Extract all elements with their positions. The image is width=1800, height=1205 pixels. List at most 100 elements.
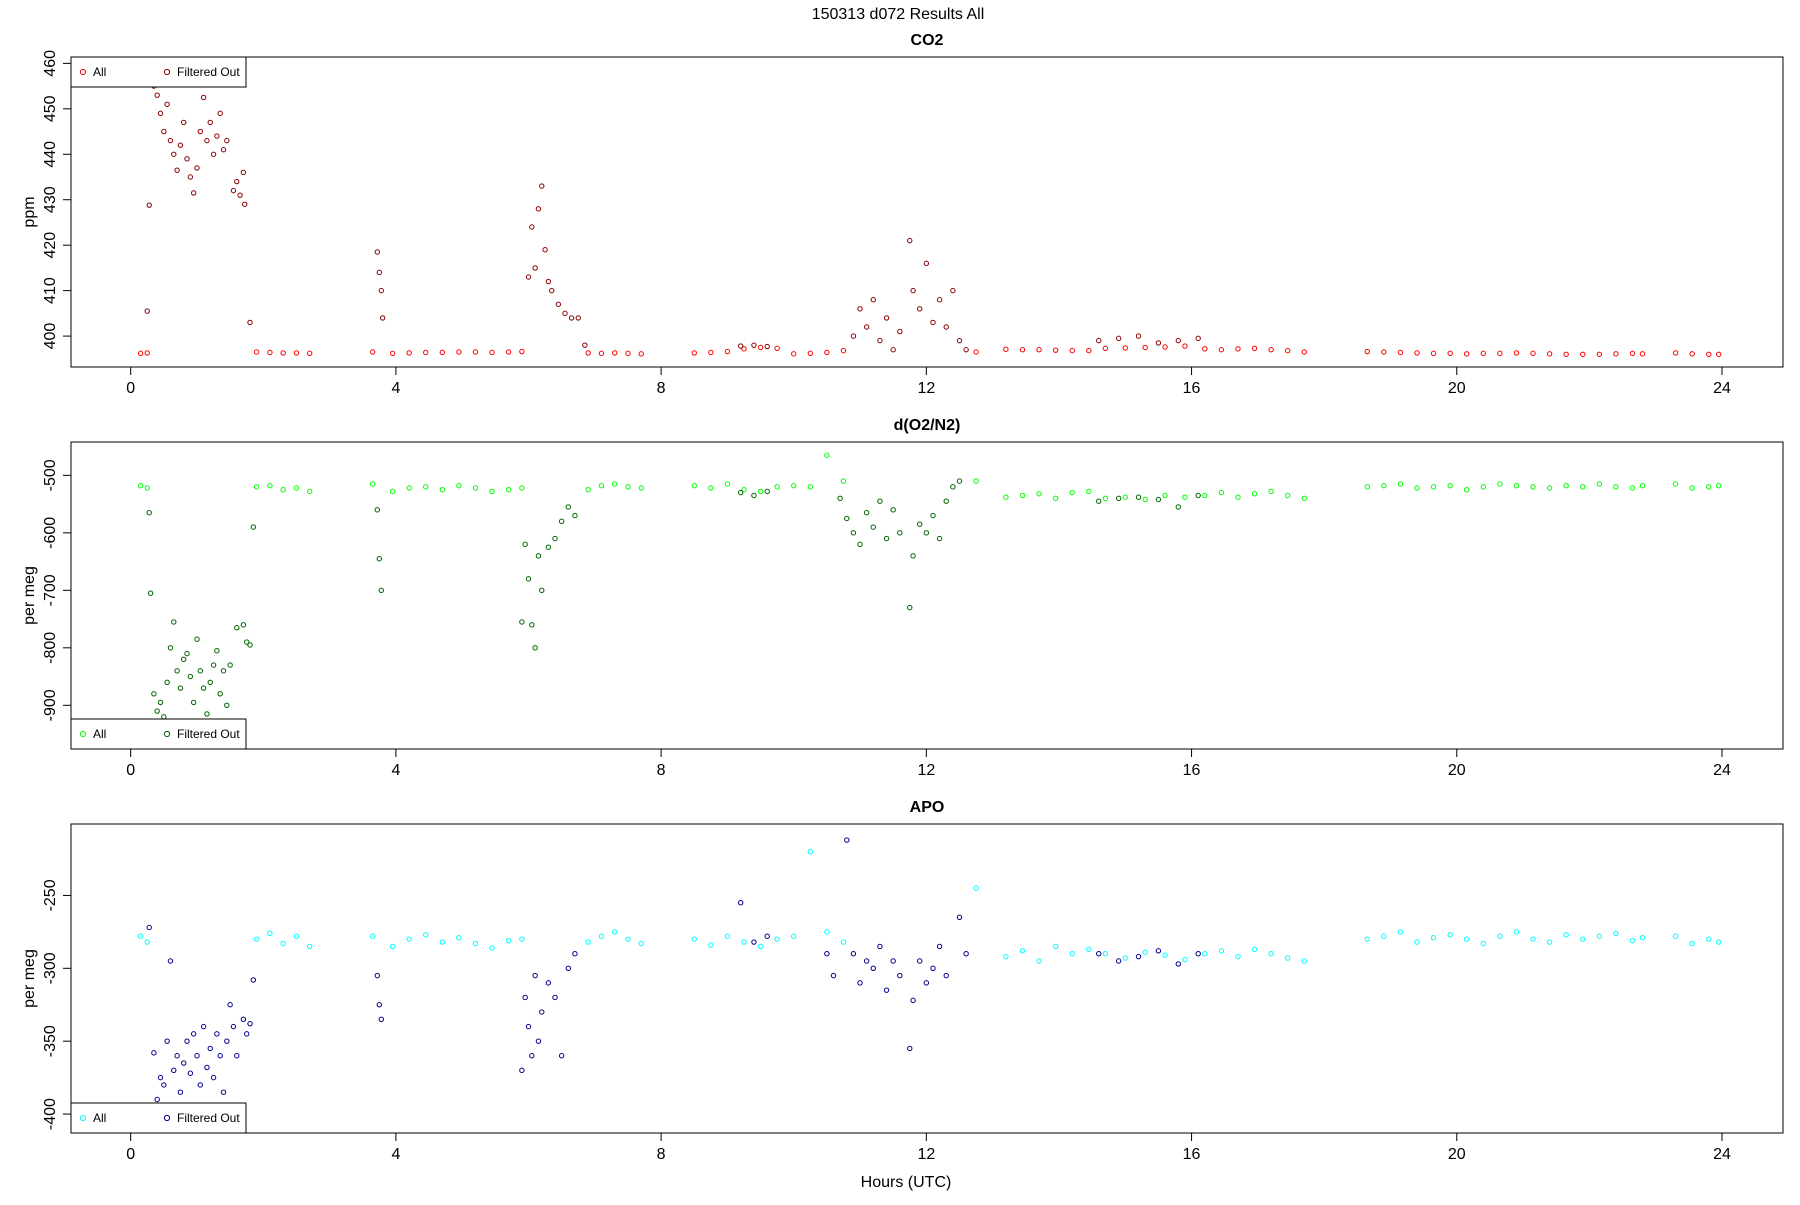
panel-title: d(O2/N2) [894, 417, 961, 434]
data-point [167, 958, 174, 964]
y-tick-label: 440 [42, 141, 59, 168]
data-point [204, 137, 210, 144]
data-point [207, 679, 213, 686]
data-point [1513, 350, 1520, 356]
data-point [519, 1067, 525, 1074]
data-point [389, 350, 396, 357]
x-tick-label: 16 [1183, 762, 1201, 779]
data-point [1135, 333, 1142, 339]
data-point [1689, 351, 1695, 357]
data-point [1301, 958, 1307, 964]
data-point [708, 942, 714, 948]
data-point [1639, 934, 1646, 941]
data-point [230, 187, 237, 194]
data-point [774, 345, 780, 352]
data-point [1175, 504, 1181, 510]
x-tick-label: 0 [126, 1146, 135, 1163]
data-point [187, 1070, 194, 1076]
data-point [917, 521, 923, 527]
data-point [1364, 936, 1370, 942]
data-point [1122, 955, 1128, 961]
data-point [250, 977, 257, 983]
data-point [214, 647, 220, 654]
data-point [691, 350, 697, 356]
data-point [190, 1031, 197, 1037]
data-point [217, 110, 223, 117]
x-tick-label: 24 [1713, 762, 1731, 779]
data-point [807, 848, 814, 855]
data-point [883, 315, 890, 321]
data-point [217, 691, 223, 697]
x-tick-label: 8 [657, 1146, 666, 1163]
data-point [1613, 930, 1619, 937]
data-point [1003, 953, 1009, 960]
data-point [936, 297, 943, 303]
data-point [224, 1038, 230, 1044]
data-point [764, 933, 770, 939]
legend-symbol [79, 730, 87, 738]
data-point [724, 481, 731, 487]
data-point [1613, 351, 1619, 357]
data-point [379, 315, 386, 321]
data-point [1235, 494, 1241, 500]
data-point [1397, 929, 1404, 935]
data-point [844, 515, 850, 522]
data-point [1563, 482, 1569, 489]
y-tick-label: -500 [42, 459, 59, 491]
data-point [950, 484, 956, 490]
data-point [456, 934, 462, 941]
data-point [774, 936, 780, 942]
data-point [244, 1031, 250, 1037]
data-point [529, 224, 535, 230]
data-point [306, 350, 313, 357]
data-point [824, 452, 830, 458]
data-point [542, 247, 548, 253]
y-tick-label: -600 [42, 517, 59, 549]
data-point [1580, 351, 1586, 357]
data-point [757, 344, 764, 351]
data-point [210, 1074, 217, 1081]
data-point [1447, 932, 1453, 938]
data-point [1447, 482, 1453, 489]
data-point [897, 530, 903, 536]
data-point [423, 932, 429, 938]
data-point [529, 1053, 535, 1059]
panel-title: CO2 [911, 32, 944, 49]
data-point [151, 691, 157, 697]
data-point [555, 301, 562, 307]
data-point [539, 587, 545, 594]
data-point [167, 645, 174, 651]
data-point [1285, 492, 1291, 499]
data-point [1235, 953, 1241, 960]
data-point [280, 350, 286, 356]
data-point [585, 487, 591, 493]
data-point [1162, 492, 1168, 499]
data-point [1430, 934, 1437, 941]
data-point [1285, 955, 1291, 961]
data-point [741, 346, 747, 352]
data-point [210, 662, 217, 668]
data-point [250, 524, 257, 530]
data-point [439, 349, 446, 356]
data-point [1639, 351, 1646, 357]
data-point [167, 137, 174, 144]
data-point [907, 237, 913, 244]
data-point [1364, 348, 1370, 355]
data-point [1086, 488, 1092, 495]
y-tick-label: 410 [42, 277, 59, 304]
data-point [1414, 939, 1420, 945]
data-point [973, 349, 979, 355]
data-point [840, 939, 847, 945]
data-point [1175, 337, 1181, 344]
data-point [1122, 494, 1128, 500]
data-point [973, 885, 979, 891]
data-point [204, 1064, 210, 1071]
data-point [897, 328, 903, 335]
data-point [1364, 484, 1370, 490]
legend-label: All [93, 727, 106, 741]
data-point [1195, 951, 1201, 957]
data-point [638, 485, 644, 491]
data-point [807, 350, 814, 357]
data-point [1036, 491, 1042, 497]
